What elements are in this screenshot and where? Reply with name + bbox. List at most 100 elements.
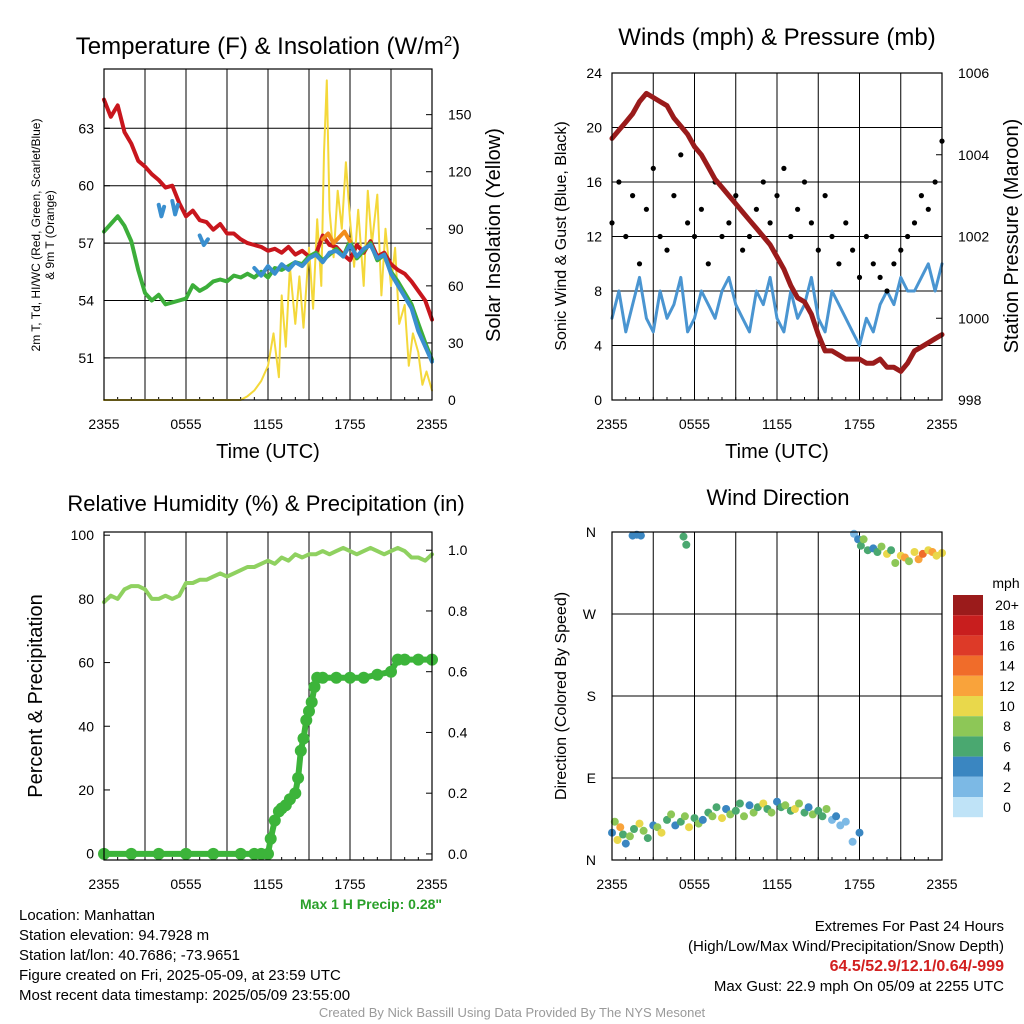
wind-direction-point (859, 535, 868, 544)
legend-swatch (953, 615, 983, 636)
wind-direction-point (877, 542, 886, 551)
legend-label: 6 (1003, 738, 1011, 754)
x-tick-label: 1155 (253, 416, 283, 432)
y-tick-label: 20 (586, 120, 602, 136)
extremes-subtitle: (High/Low/Max Wind/Precipitation/Snow De… (688, 938, 1004, 955)
direction-tick-label: E (587, 770, 596, 786)
wind-direction-point (621, 839, 630, 848)
precipitation-point (292, 772, 305, 784)
extremes-values: 64.5/52.9/12.1/0.64/-999 (829, 958, 1004, 975)
precipitation-point (308, 680, 321, 693)
wind-direction-point (667, 810, 676, 819)
y-tick-label: 54 (78, 293, 94, 309)
precipitation-line (101, 656, 435, 857)
precipitation-point (385, 665, 397, 678)
wind-direction-point (643, 834, 652, 843)
legend-label: 2 (1003, 779, 1011, 795)
precipitation-point (398, 653, 411, 666)
wind-direction-point (630, 825, 638, 833)
max-gust-text: Max Gust: 22.9 mph On 05/09 at 2255 UTC (713, 978, 1004, 995)
x-tick-label: 0555 (170, 876, 201, 892)
plot-frame (103, 531, 433, 861)
gust-point (733, 193, 739, 199)
direction-tick-label: N (586, 524, 596, 540)
wind-direction-point (679, 532, 688, 541)
gust-point (643, 206, 650, 212)
x-tick-label: 1755 (844, 416, 875, 432)
legend-label: 20+ (995, 597, 1019, 613)
legend-label: 4 (1003, 759, 1011, 775)
wind-direction-point (759, 799, 768, 808)
y2-tick-label: 1.0 (448, 542, 468, 558)
precipitation-point (125, 847, 138, 860)
station-info: Location: Manhattan Station elevation: 9… (19, 906, 350, 1006)
gust-point (685, 220, 691, 226)
y-tick-label: 8 (594, 283, 602, 299)
x-tick-label: 2355 (88, 416, 119, 432)
wind-direction-point (613, 836, 622, 844)
wind-direction-point (685, 823, 693, 832)
gust-point (905, 233, 911, 240)
gust-point (891, 261, 897, 267)
chart-title-temperature: Temperature (F) & Insolation (W/m2) (76, 33, 460, 61)
y2-axis-label: Station Pressure (Maroon) (1001, 119, 1023, 354)
gust-point (911, 220, 918, 226)
wind-direction-point (910, 548, 919, 556)
y2-tick-label: 0.8 (448, 603, 468, 619)
humidity-line (102, 545, 434, 605)
wind-direction-point (636, 531, 645, 540)
latlon-text: Station lat/lon: 40.7686; -73.9651 (19, 947, 241, 964)
wind-direction-point (635, 819, 644, 828)
gust-point (753, 206, 760, 212)
gust-point (795, 206, 801, 212)
y-axis-label: & 9m T (Orange) (43, 190, 57, 280)
gust-point (630, 193, 636, 199)
x-tick-label: 2355 (88, 876, 119, 892)
gust-point (932, 179, 938, 185)
wind-direction-point (616, 823, 625, 832)
legend-label: 8 (1003, 718, 1011, 734)
legend-swatch (953, 756, 983, 777)
gust-point (843, 220, 849, 226)
wind-direction-point (740, 812, 748, 821)
wind-direction-point (698, 815, 707, 824)
y-tick-label: 0 (86, 846, 94, 862)
wind-direction-point (822, 805, 831, 813)
precipitation-point (344, 671, 356, 684)
timestamp-text: Most recent data timestamp: 2025/05/09 2… (19, 987, 351, 1004)
gust-point (678, 152, 684, 158)
x-tick-label: 1755 (334, 416, 365, 432)
wind-direction-point (708, 812, 717, 821)
y2-tick-label: 998 (958, 392, 982, 408)
y2-tick-label: 0.0 (448, 846, 468, 862)
direction-tick-label: N (586, 852, 596, 868)
wind-direction-point (905, 557, 913, 566)
y-tick-label: 63 (78, 120, 94, 136)
legend-swatch (953, 797, 983, 818)
gust-point (836, 261, 842, 267)
gust-point (877, 274, 883, 280)
extremes-title: Extremes For Past 24 Hours (814, 918, 1004, 935)
gust-point (815, 247, 821, 253)
wind-direction-point (712, 803, 721, 812)
y-tick-label: 4 (594, 338, 602, 354)
wind-direction-point (653, 823, 662, 832)
plot-frame (611, 72, 943, 401)
gust-point (623, 233, 629, 240)
wind-direction-point (735, 799, 744, 808)
insolation-line (103, 79, 433, 401)
x-tick-label: 0555 (679, 416, 710, 432)
extremes-panel: Extremes For Past 24 Hours (High/Low/Max… (688, 917, 1004, 997)
legend-swatch (953, 635, 983, 656)
precipitation-point (412, 653, 425, 666)
wind-direction-point (887, 546, 896, 555)
y-tick-label: 100 (71, 527, 95, 543)
chart-title-humidity: Relative Humidity (%) & Precipitation (i… (67, 491, 464, 516)
y2-tick-label: 1006 (958, 65, 989, 81)
windchill-line (170, 199, 180, 217)
y-tick-label: 20 (78, 782, 94, 798)
wind-direction-point (855, 828, 864, 837)
gust-point (726, 220, 732, 226)
wind-direction-point (718, 814, 726, 823)
